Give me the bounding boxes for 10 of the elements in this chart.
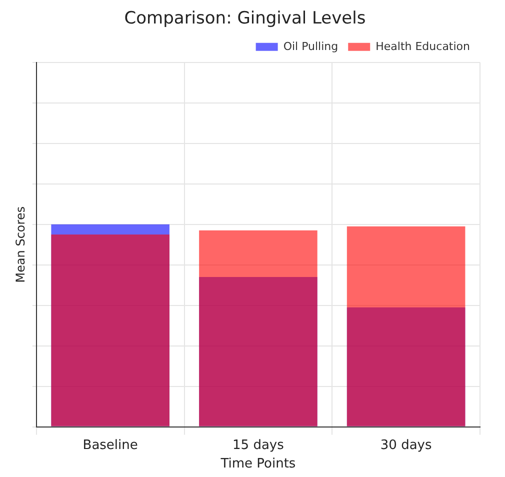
x-tick-label: 15 days (232, 438, 284, 453)
x-tick-label: 30 days (380, 438, 432, 453)
x-tick-label: Baseline (82, 438, 138, 453)
bar (346, 226, 466, 426)
chart-title: Comparison: Gingival Levels (124, 8, 366, 29)
y-axis-title: Mean Scores (13, 206, 28, 283)
bar (199, 230, 318, 426)
x-axis-title: Time Points (220, 456, 296, 472)
legend-label: Health Education (376, 40, 470, 53)
legend-label: Oil Pulling (283, 40, 338, 53)
